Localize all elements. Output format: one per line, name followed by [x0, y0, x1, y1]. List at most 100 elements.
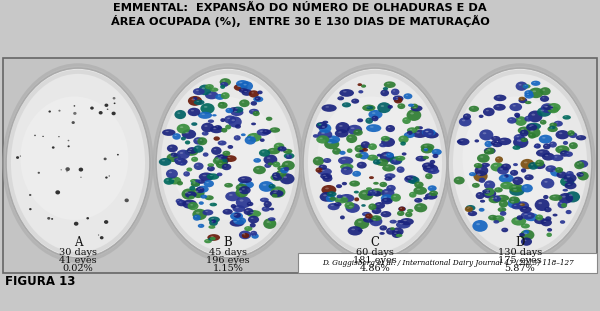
Ellipse shape: [460, 140, 463, 141]
Ellipse shape: [484, 149, 491, 155]
Ellipse shape: [209, 167, 211, 168]
Ellipse shape: [198, 112, 212, 119]
Ellipse shape: [316, 135, 329, 144]
Ellipse shape: [193, 137, 203, 145]
Ellipse shape: [199, 201, 204, 205]
Ellipse shape: [239, 88, 248, 93]
Ellipse shape: [253, 235, 255, 236]
Ellipse shape: [569, 142, 578, 149]
Ellipse shape: [320, 173, 332, 179]
Ellipse shape: [427, 175, 429, 176]
Ellipse shape: [156, 68, 300, 258]
Ellipse shape: [375, 161, 377, 162]
Ellipse shape: [404, 175, 418, 183]
Ellipse shape: [217, 126, 218, 127]
Ellipse shape: [520, 204, 523, 205]
Ellipse shape: [226, 108, 233, 113]
Ellipse shape: [236, 80, 249, 87]
Ellipse shape: [326, 195, 336, 202]
Ellipse shape: [233, 213, 241, 218]
Ellipse shape: [246, 210, 248, 211]
Ellipse shape: [193, 97, 197, 100]
Ellipse shape: [107, 109, 109, 110]
Ellipse shape: [387, 175, 390, 176]
Ellipse shape: [428, 133, 431, 135]
Ellipse shape: [421, 146, 433, 153]
Ellipse shape: [391, 89, 400, 95]
Ellipse shape: [433, 154, 439, 158]
Ellipse shape: [227, 157, 230, 158]
Ellipse shape: [544, 106, 548, 108]
Ellipse shape: [251, 123, 256, 125]
Ellipse shape: [206, 240, 208, 241]
Ellipse shape: [414, 181, 424, 188]
Ellipse shape: [199, 173, 214, 181]
Ellipse shape: [193, 158, 194, 159]
Ellipse shape: [402, 152, 407, 156]
Ellipse shape: [516, 201, 529, 210]
Ellipse shape: [431, 192, 434, 193]
Ellipse shape: [493, 215, 505, 222]
Ellipse shape: [349, 206, 353, 207]
Ellipse shape: [520, 203, 525, 206]
Ellipse shape: [538, 219, 541, 220]
Ellipse shape: [317, 123, 322, 126]
Ellipse shape: [332, 148, 341, 155]
Ellipse shape: [320, 137, 323, 139]
Ellipse shape: [560, 177, 574, 187]
Ellipse shape: [202, 114, 205, 115]
Ellipse shape: [388, 154, 390, 155]
Ellipse shape: [386, 125, 395, 132]
Ellipse shape: [313, 157, 324, 165]
Ellipse shape: [494, 95, 506, 101]
Ellipse shape: [544, 181, 548, 183]
Ellipse shape: [337, 195, 343, 198]
Ellipse shape: [68, 145, 70, 147]
Ellipse shape: [477, 154, 490, 163]
Ellipse shape: [535, 160, 544, 167]
Ellipse shape: [499, 200, 508, 207]
Ellipse shape: [381, 137, 395, 147]
Ellipse shape: [517, 139, 526, 145]
Ellipse shape: [520, 98, 522, 99]
Ellipse shape: [323, 175, 326, 176]
Ellipse shape: [185, 149, 198, 156]
Ellipse shape: [541, 109, 544, 111]
Ellipse shape: [579, 162, 582, 164]
Ellipse shape: [194, 162, 203, 170]
Ellipse shape: [351, 128, 355, 129]
Text: C: C: [371, 236, 380, 249]
Ellipse shape: [530, 164, 533, 165]
Ellipse shape: [355, 153, 362, 158]
Ellipse shape: [191, 110, 194, 111]
Ellipse shape: [205, 84, 214, 89]
Ellipse shape: [513, 163, 518, 166]
Ellipse shape: [562, 115, 571, 120]
Ellipse shape: [580, 174, 583, 175]
Ellipse shape: [397, 166, 404, 173]
Text: B: B: [224, 236, 232, 249]
Ellipse shape: [252, 232, 254, 233]
Ellipse shape: [411, 104, 418, 109]
Ellipse shape: [491, 136, 500, 142]
Text: FIGURA 13: FIGURA 13: [5, 275, 76, 288]
Ellipse shape: [391, 193, 401, 202]
Ellipse shape: [196, 90, 199, 91]
Ellipse shape: [488, 196, 500, 203]
Ellipse shape: [239, 100, 250, 107]
Ellipse shape: [280, 173, 295, 184]
Ellipse shape: [533, 82, 536, 83]
Ellipse shape: [320, 192, 334, 202]
Ellipse shape: [511, 198, 514, 200]
Ellipse shape: [385, 140, 388, 142]
Ellipse shape: [268, 162, 273, 165]
Ellipse shape: [264, 208, 266, 209]
Ellipse shape: [220, 82, 228, 87]
Ellipse shape: [373, 191, 381, 197]
Ellipse shape: [465, 206, 473, 212]
Ellipse shape: [499, 197, 503, 198]
Ellipse shape: [488, 215, 497, 220]
Ellipse shape: [428, 195, 431, 196]
Ellipse shape: [537, 216, 539, 217]
Ellipse shape: [224, 115, 236, 124]
